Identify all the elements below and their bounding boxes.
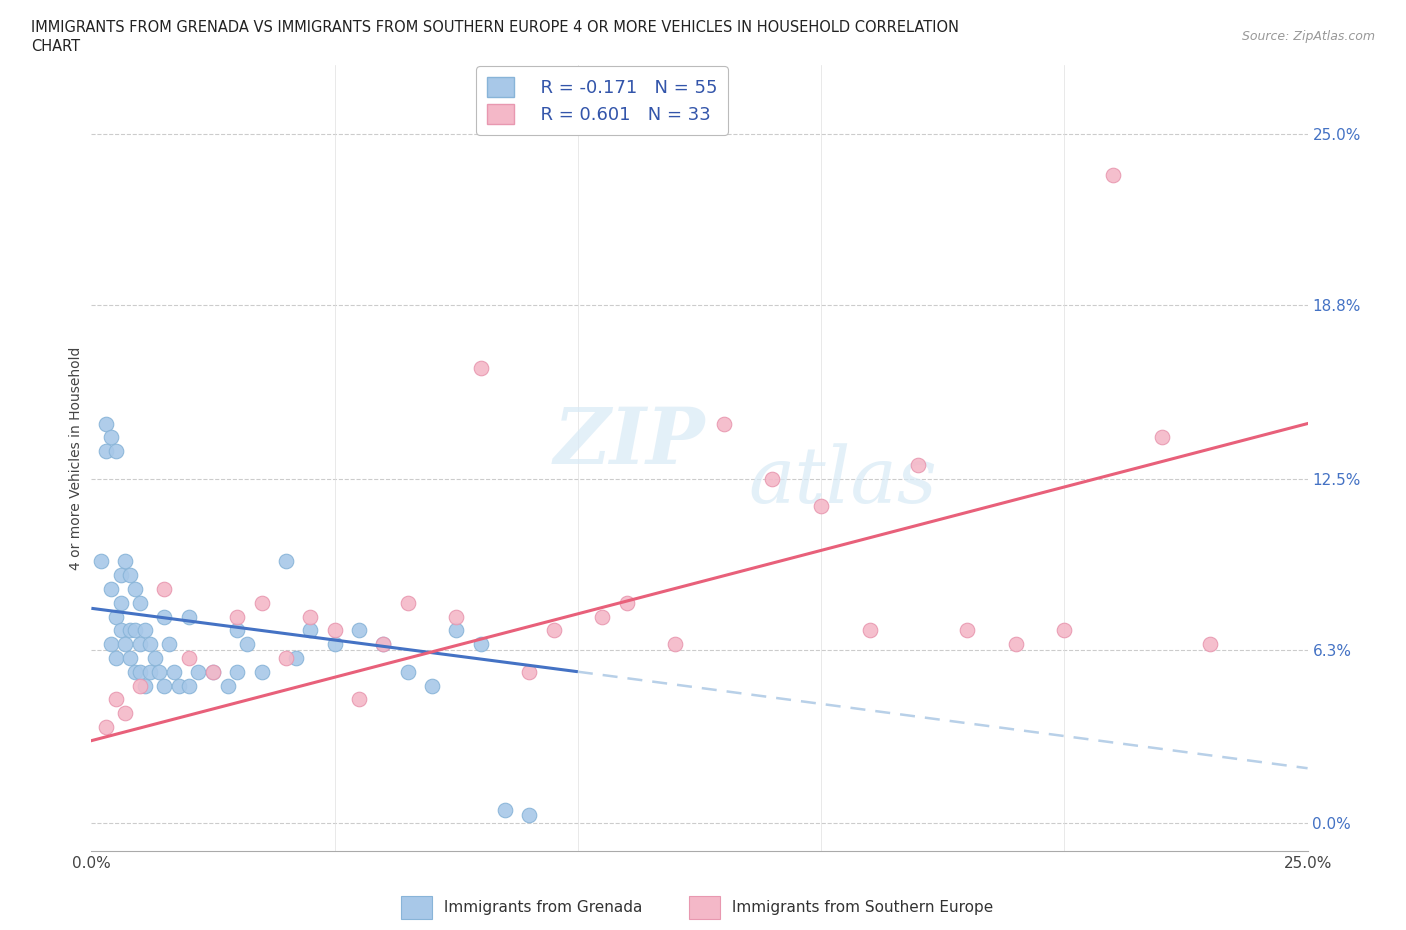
Text: Immigrants from Southern Europe: Immigrants from Southern Europe: [727, 899, 993, 915]
Point: [163, 664, 186, 679]
Point: [177, 609, 200, 624]
Point: [591, 609, 613, 624]
Point: [90, 554, 112, 569]
Point: [250, 664, 273, 679]
Point: [94, 444, 117, 458]
Point: [250, 595, 273, 610]
Point: [120, 623, 142, 638]
Point: [347, 692, 370, 707]
Point: [616, 595, 638, 610]
Legend:   R = -0.171   N = 55,   R = 0.601   N = 33: R = -0.171 N = 55, R = 0.601 N = 33: [477, 66, 728, 135]
Point: [713, 416, 735, 431]
Point: [167, 678, 190, 693]
Text: IMMIGRANTS FROM GRENADA VS IMMIGRANTS FROM SOUTHERN EUROPE 4 OR MORE VEHICLES IN: IMMIGRANTS FROM GRENADA VS IMMIGRANTS FR…: [31, 20, 959, 35]
Point: [810, 498, 832, 513]
Point: [143, 650, 166, 665]
Point: [1150, 430, 1173, 445]
Point: [956, 623, 979, 638]
Point: [114, 554, 136, 569]
Point: [120, 650, 142, 665]
Point: [110, 568, 132, 583]
Point: [100, 637, 122, 652]
Point: [517, 664, 540, 679]
Point: [202, 664, 225, 679]
Point: [134, 623, 156, 638]
Point: [104, 650, 127, 665]
Point: [347, 623, 370, 638]
Point: [100, 430, 122, 445]
Point: [104, 444, 127, 458]
Text: ZIP: ZIP: [554, 404, 706, 481]
Point: [859, 623, 882, 638]
Point: [134, 678, 156, 693]
Point: [274, 650, 297, 665]
Point: [217, 678, 239, 693]
Point: [177, 650, 200, 665]
Point: [470, 361, 492, 376]
Point: [120, 568, 142, 583]
Point: [148, 664, 170, 679]
Point: [444, 609, 467, 624]
Point: [124, 623, 146, 638]
Point: [153, 581, 176, 596]
Point: [664, 637, 686, 652]
Text: Source: ZipAtlas.com: Source: ZipAtlas.com: [1241, 30, 1375, 43]
Point: [396, 664, 419, 679]
Point: [1004, 637, 1026, 652]
Point: [187, 664, 209, 679]
Point: [202, 664, 225, 679]
Point: [226, 609, 249, 624]
Point: [1102, 168, 1125, 183]
Point: [1053, 623, 1076, 638]
Point: [396, 595, 419, 610]
Point: [129, 595, 152, 610]
Point: [444, 623, 467, 638]
Point: [94, 416, 117, 431]
Point: [124, 664, 146, 679]
Point: [274, 554, 297, 569]
Point: [110, 623, 132, 638]
Point: [104, 692, 127, 707]
Point: [153, 609, 176, 624]
Point: [494, 803, 516, 817]
Point: [129, 664, 152, 679]
Point: [1199, 637, 1222, 652]
Point: [139, 664, 162, 679]
Point: [420, 678, 443, 693]
Y-axis label: 4 or more Vehicles in Household: 4 or more Vehicles in Household: [69, 346, 83, 570]
Point: [114, 706, 136, 721]
Point: [110, 595, 132, 610]
Point: [761, 472, 783, 486]
Point: [323, 637, 346, 652]
Point: [100, 581, 122, 596]
Point: [470, 637, 492, 652]
Point: [226, 623, 249, 638]
Text: Immigrants from Grenada: Immigrants from Grenada: [439, 899, 643, 915]
Point: [236, 637, 259, 652]
Point: [94, 720, 117, 735]
Point: [226, 664, 249, 679]
Text: atlas: atlas: [748, 444, 936, 520]
Point: [373, 637, 395, 652]
Point: [153, 678, 176, 693]
Point: [299, 623, 322, 638]
Point: [517, 807, 540, 822]
Point: [177, 678, 200, 693]
Point: [284, 650, 307, 665]
Point: [299, 609, 322, 624]
Point: [373, 637, 395, 652]
Point: [907, 458, 929, 472]
Text: CHART: CHART: [31, 39, 80, 54]
Point: [139, 637, 162, 652]
Point: [129, 678, 152, 693]
Point: [157, 637, 180, 652]
Point: [129, 637, 152, 652]
Point: [104, 609, 127, 624]
Point: [114, 637, 136, 652]
Point: [323, 623, 346, 638]
Point: [543, 623, 565, 638]
Point: [124, 581, 146, 596]
